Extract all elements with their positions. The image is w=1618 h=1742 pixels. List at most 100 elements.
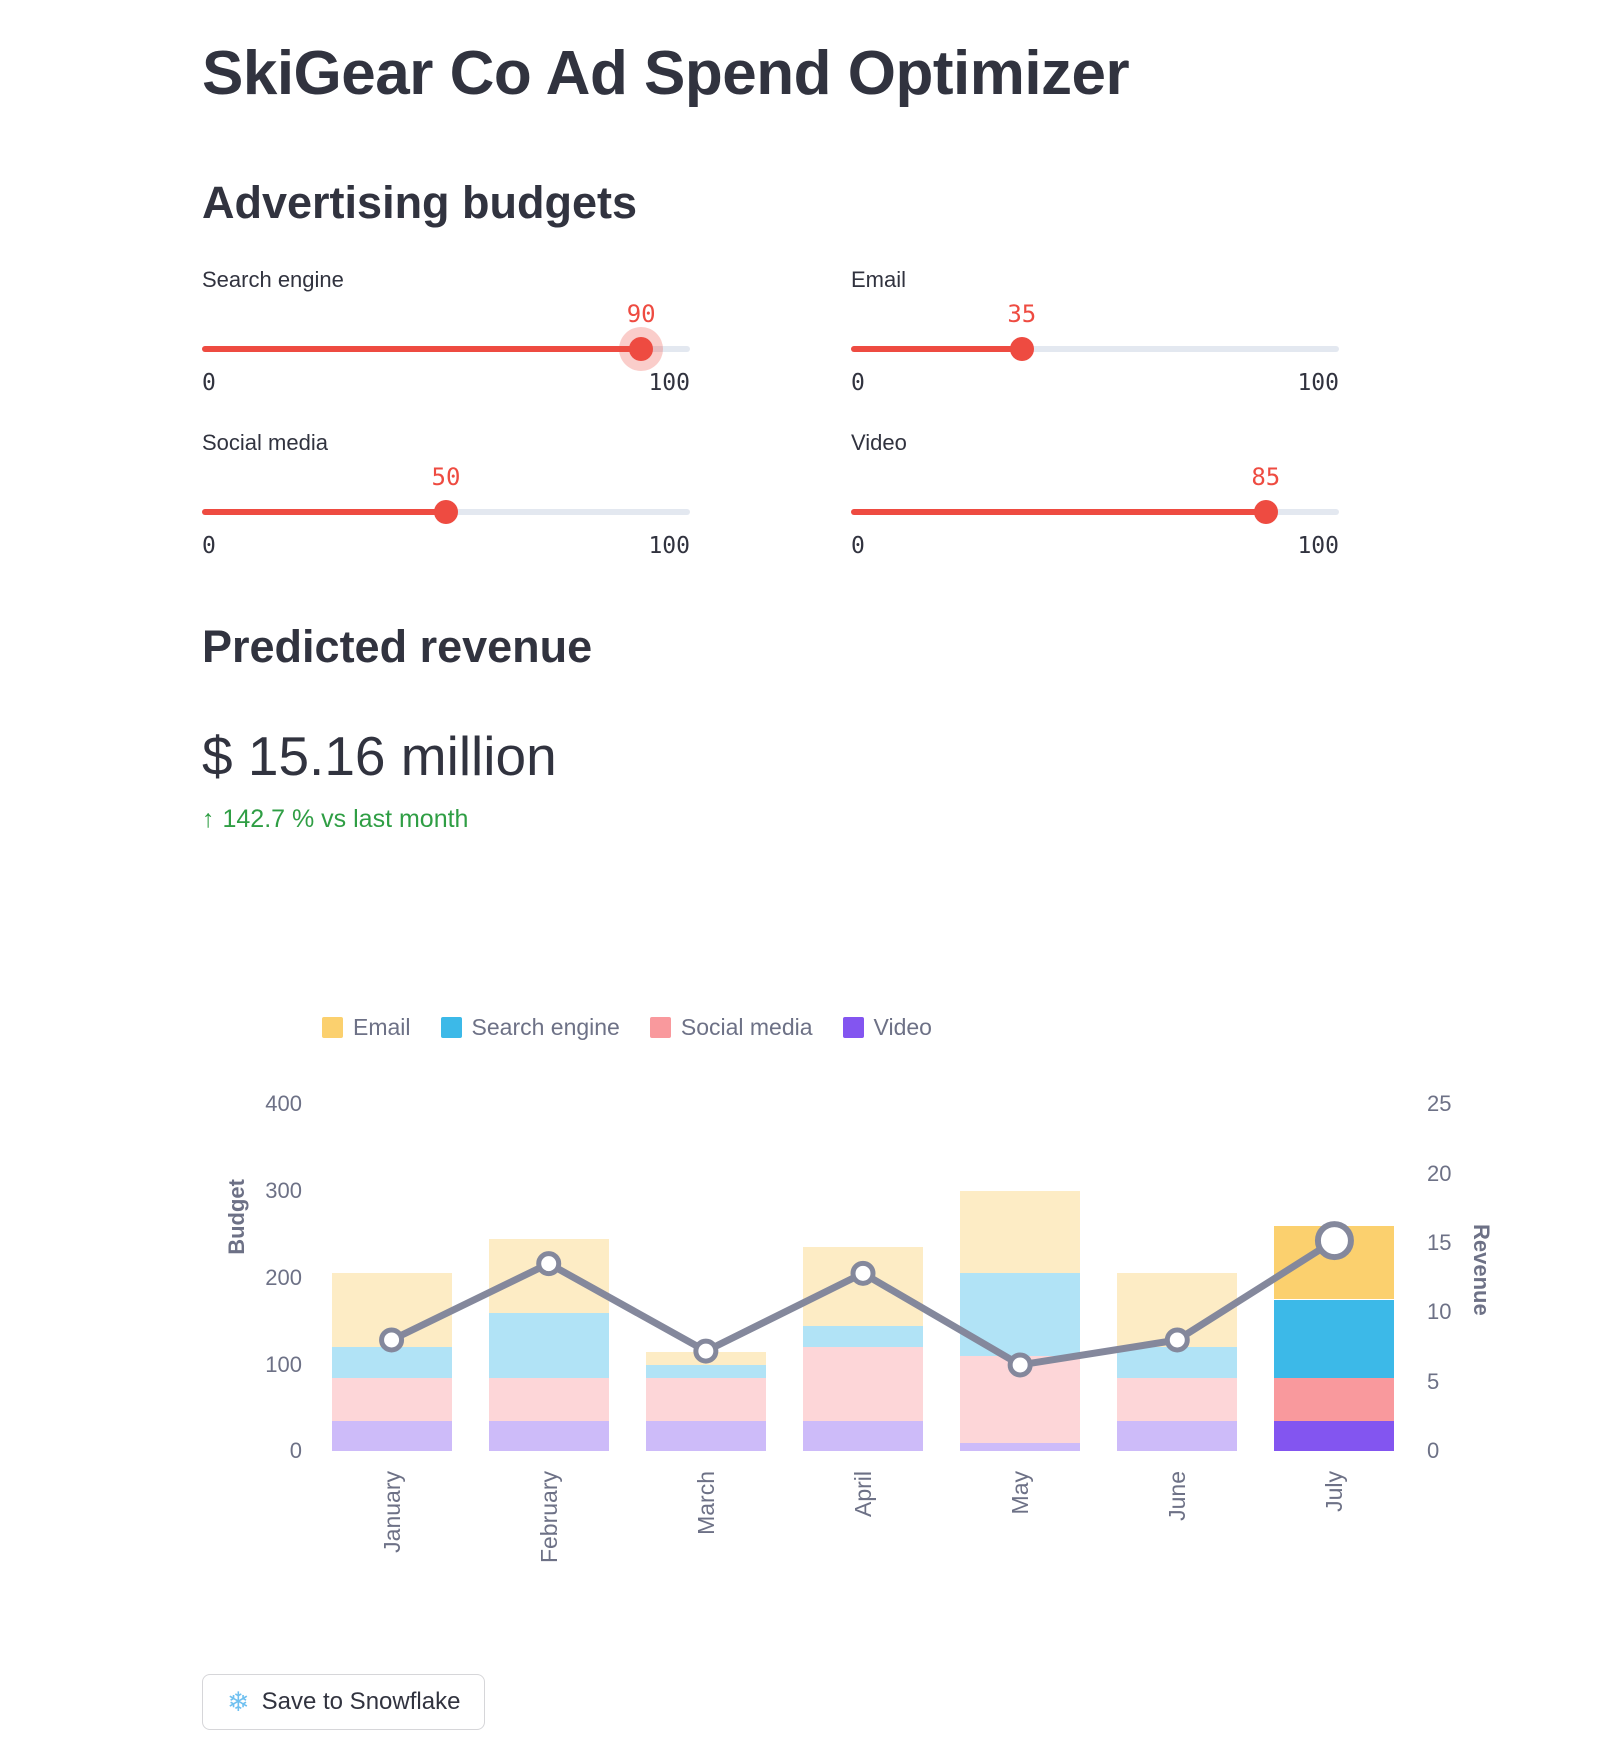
revenue-point [536,1251,562,1277]
bar-segment [803,1347,923,1421]
slider-minmax: 0 100 [851,533,1339,559]
month-label: January [378,1471,405,1554]
revenue-metric: $ 15.16 million ↑ 142.7 % vs last month [202,723,1618,836]
bar-segment [1274,1299,1395,1378]
legend-label: Video [873,1014,932,1041]
month-label: May [1007,1471,1034,1515]
revenue-line-layer [379,1221,1354,1378]
slider-min: 0 [851,370,865,397]
slider-max: 100 [1297,533,1339,560]
bar-segment [645,1364,766,1378]
revenue-point [1164,1327,1190,1353]
revenue-line [388,1237,1338,1369]
slider-label: Social media [202,430,328,456]
up-arrow-icon: ↑ [202,804,215,833]
revenue-tick-label: 15 [1427,1230,1452,1256]
legend-label: Email [353,1014,411,1041]
metric-delta: ↑ 142.7 % vs last month [202,803,1618,836]
slider-track[interactable]: 90 [202,300,690,362]
slider-label: Email [851,267,907,293]
slider-thumb[interactable] [629,337,654,362]
slider-value: 35 [1007,300,1037,329]
slider-thumb[interactable] [1009,337,1034,362]
budget-tick-label: 0 [289,1438,302,1464]
metric-value: $ 15.16 million [202,724,557,787]
bar-segment [331,1420,452,1452]
revenue-point [1007,1352,1033,1378]
month-label: April [850,1471,876,1518]
bar-segment [1274,1377,1395,1421]
page-title: SkiGear Co Ad Spend Optimizer [202,39,1130,108]
slider-max: 100 [1297,370,1339,397]
slider-social-media: Social media 50 0 100 [202,428,690,559]
bar-segment [331,1377,452,1421]
slider-minmax: 0 100 [851,370,1339,396]
bar-segment [960,1191,1081,1274]
slider-value: 85 [1251,463,1281,492]
slider-grid: Search engine 90 0 100 Email 35 [202,265,1618,559]
slider-min: 0 [851,533,865,560]
legend-item: Search engine [440,1014,620,1041]
plot-area [313,1104,1413,1452]
legend-swatch [649,1017,671,1039]
revenue-tick-label: 25 [1427,1091,1452,1117]
slider-search-engine: Search engine 90 0 100 [202,265,690,396]
slider-max: 100 [648,370,690,397]
legend-swatch [322,1017,343,1039]
slider-minmax: 0 100 [202,533,690,559]
bar-segment [1117,1420,1238,1452]
legend-item: Video [842,1014,932,1041]
slider-label: Search engine [202,267,344,293]
slider-fill [851,509,1266,516]
bar-segment [1117,1377,1238,1421]
revenue-point [693,1338,719,1364]
budget-tick-label: 200 [265,1264,302,1290]
revenue-tick-label: 10 [1427,1299,1452,1325]
month-label: July [1321,1471,1348,1513]
slider-value: 50 [431,463,461,492]
slider-thumb[interactable] [1253,500,1278,525]
revenue-axis-title: Revenue [1469,1224,1494,1317]
budget-tick-label: 100 [265,1351,302,1377]
snowflake-icon: ❄ [227,1686,250,1717]
legend-item: Email [322,1014,411,1041]
budget-tick-label: 300 [265,1178,302,1204]
legend-swatch [842,1017,864,1039]
slider-track[interactable]: 50 [202,463,690,525]
save-button-label: Save to Snowflake [261,1688,461,1716]
revenue-tick-label: 0 [1427,1438,1440,1464]
slider-thumb[interactable] [434,500,458,525]
slider-label: Video [851,430,907,456]
slider-fill [202,509,446,516]
month-label: February [535,1471,562,1564]
save-to-snowflake-button[interactable]: ❄ Save to Snowflake [202,1674,486,1731]
chart-legend: Email Search engine Social media Video [322,1014,932,1041]
bar-segment [488,1312,609,1378]
budgets-heading: Advertising budgets [202,177,638,229]
bar-segment [488,1377,609,1421]
slider-track[interactable]: 35 [851,300,1339,362]
revenue-point [379,1327,405,1353]
metric-delta-text: 142.7 % vs last month [222,804,469,833]
slider-fill [851,346,1022,353]
bar-segment [803,1325,923,1348]
month-label: March [692,1471,719,1536]
bar-segment [488,1420,609,1452]
budget-tick-label: 400 [265,1091,302,1117]
slider-video: Video 85 0 100 [851,428,1339,559]
revenue-tick-label: 20 [1427,1160,1452,1186]
bar-segment [1274,1420,1395,1452]
slider-value: 90 [626,300,656,329]
revenue-point [850,1261,876,1287]
legend-label: Social media [680,1014,813,1041]
revenue-point-highlighted [1314,1221,1354,1261]
budget-revenue-chart: Email Search engine Social media Video Budg… [202,1004,1542,1604]
slider-min: 0 [202,533,216,560]
bar-segment [803,1247,923,1326]
revenue-heading: Predicted revenue [202,621,593,673]
slider-track[interactable]: 85 [851,463,1339,525]
month-label: June [1164,1471,1191,1522]
slider-email: Email 35 0 100 [851,265,1339,396]
legend-swatch [440,1017,462,1039]
